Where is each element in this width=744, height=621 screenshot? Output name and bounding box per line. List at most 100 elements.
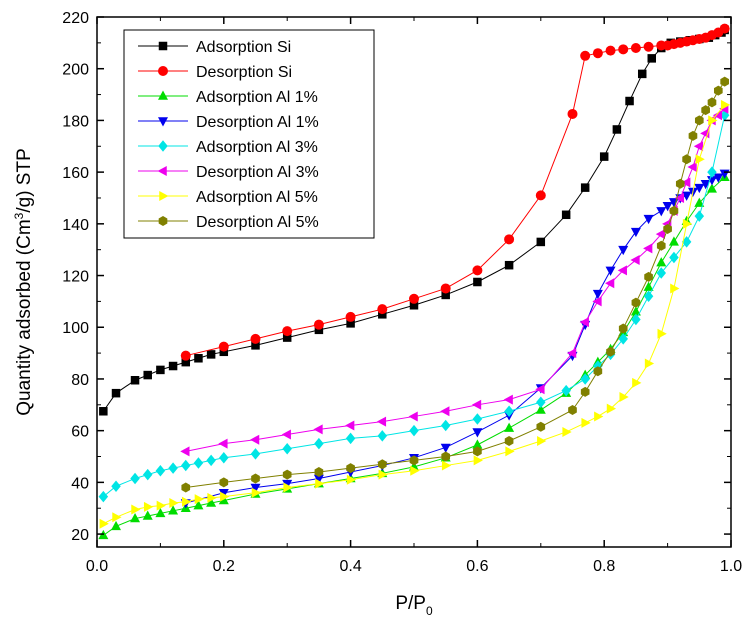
legend-entry: Desorption Al 1% xyxy=(138,114,319,131)
data-point xyxy=(632,377,642,388)
data-point xyxy=(536,237,546,247)
data-point xyxy=(617,265,627,276)
data-point xyxy=(580,183,590,192)
y-tick-label: 220 xyxy=(62,10,89,27)
data-point xyxy=(663,224,672,234)
data-point xyxy=(315,478,325,489)
data-point xyxy=(314,437,324,450)
data-point xyxy=(695,154,705,165)
data-point xyxy=(314,467,324,478)
x-tick-label: 0.2 xyxy=(213,558,235,575)
data-point xyxy=(579,317,589,328)
y-tick-label: 80 xyxy=(71,372,89,389)
data-point xyxy=(441,290,450,300)
data-point xyxy=(706,183,717,193)
data-point xyxy=(98,490,109,503)
data-point xyxy=(313,474,324,484)
legend-entry: Desorption Al 5% xyxy=(138,214,319,231)
data-point xyxy=(612,125,622,134)
data-point xyxy=(111,388,121,398)
data-point xyxy=(194,494,204,505)
data-point xyxy=(694,183,705,194)
data-point xyxy=(657,328,667,339)
legend-box xyxy=(123,29,375,239)
data-point xyxy=(625,96,634,106)
data-point xyxy=(440,406,450,417)
data-point xyxy=(345,420,355,431)
x-tick-label: 0.8 xyxy=(593,558,615,575)
legend-entry: Adsorption Al 3% xyxy=(138,139,318,156)
legend-label: Adsorption Al 3% xyxy=(196,139,318,156)
data-point xyxy=(606,403,617,414)
y-tick-label: 20 xyxy=(71,527,89,544)
y-tick-label: 100 xyxy=(62,320,89,337)
data-point xyxy=(694,210,705,222)
data-point xyxy=(441,460,452,471)
data-point xyxy=(694,115,704,126)
data-point xyxy=(504,260,514,270)
data-point xyxy=(473,455,483,466)
data-point xyxy=(643,243,653,254)
data-point xyxy=(206,454,216,467)
data-point xyxy=(99,407,108,416)
data-point xyxy=(567,108,578,119)
data-point xyxy=(701,105,710,116)
data-point xyxy=(142,510,153,520)
data-point xyxy=(656,267,667,279)
data-point xyxy=(631,313,641,326)
data-point xyxy=(656,257,667,267)
data-point xyxy=(218,341,229,352)
data-point xyxy=(345,311,356,322)
data-point xyxy=(505,446,515,457)
data-point xyxy=(567,348,577,359)
legend-marker xyxy=(159,191,169,201)
data-point xyxy=(473,446,482,457)
data-point xyxy=(643,214,654,225)
data-point xyxy=(537,436,547,446)
data-point xyxy=(594,411,604,422)
data-point xyxy=(656,40,667,51)
series-7 xyxy=(99,99,731,529)
data-point xyxy=(504,436,514,446)
data-point xyxy=(605,45,616,56)
data-point xyxy=(707,97,717,108)
data-point xyxy=(378,310,387,319)
legend: Adsorption Si Desorption Si Adsorption Al … xyxy=(123,29,375,239)
data-point xyxy=(409,301,419,310)
data-point xyxy=(168,462,178,474)
data-point xyxy=(142,468,153,481)
data-point xyxy=(251,473,260,484)
data-point xyxy=(656,240,666,251)
data-point xyxy=(504,234,515,245)
data-point xyxy=(694,197,705,207)
data-point xyxy=(688,130,698,141)
data-point xyxy=(143,370,152,380)
data-point xyxy=(314,325,324,335)
data-point xyxy=(472,439,483,449)
data-point xyxy=(561,210,571,220)
data-point xyxy=(111,480,121,492)
legend-label: Adsorption Si xyxy=(196,39,291,56)
data-point xyxy=(410,465,420,476)
data-point xyxy=(251,487,261,498)
data-point xyxy=(377,430,388,442)
data-point xyxy=(643,281,654,291)
legend-label: Adsorption Al 5% xyxy=(196,189,318,206)
data-point xyxy=(472,413,483,425)
legend-label: Adsorption Al 1% xyxy=(196,89,318,106)
data-point xyxy=(281,429,291,440)
data-point xyxy=(283,482,293,493)
y-axis-title: Quantity adsorbed (Cm3/g) STP xyxy=(12,148,35,416)
y-tick-label: 140 xyxy=(62,217,89,234)
legend-marker xyxy=(158,216,168,226)
data-point xyxy=(440,419,451,432)
legend-marker xyxy=(158,66,168,76)
x-tick-label: 1.0 xyxy=(720,558,742,575)
data-point xyxy=(630,43,641,54)
legend-marker xyxy=(158,117,168,127)
data-point xyxy=(707,166,717,178)
legend-label: Desorption Si xyxy=(196,64,292,81)
data-point xyxy=(112,512,122,523)
data-point xyxy=(669,205,679,216)
